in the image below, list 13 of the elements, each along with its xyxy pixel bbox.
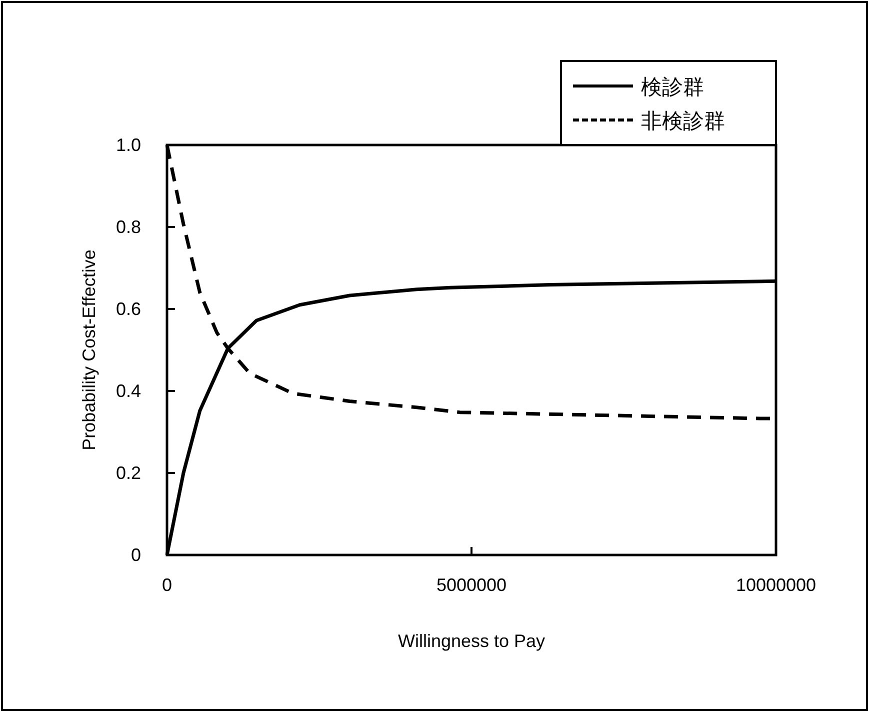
y-tick-label: 0.6 <box>116 299 141 319</box>
x-axis-title: Willingness to Pay <box>398 631 546 651</box>
x-tick-label: 0 <box>162 575 172 595</box>
y-tick-label: 0.8 <box>116 217 141 237</box>
legend-label: 非検診群 <box>641 110 725 133</box>
y-tick-label: 1.0 <box>116 135 141 155</box>
y-axis-title: Probability Cost-Effective <box>79 250 99 450</box>
y-tick-label: 0.2 <box>116 463 141 483</box>
y-tick-label: 0 <box>130 545 141 565</box>
legend-label: 検診群 <box>641 76 704 99</box>
y-tick-label: 0.4 <box>116 381 141 401</box>
x-tick-label: 5000000 <box>436 575 507 595</box>
x-tick-label: 10000000 <box>736 575 816 595</box>
